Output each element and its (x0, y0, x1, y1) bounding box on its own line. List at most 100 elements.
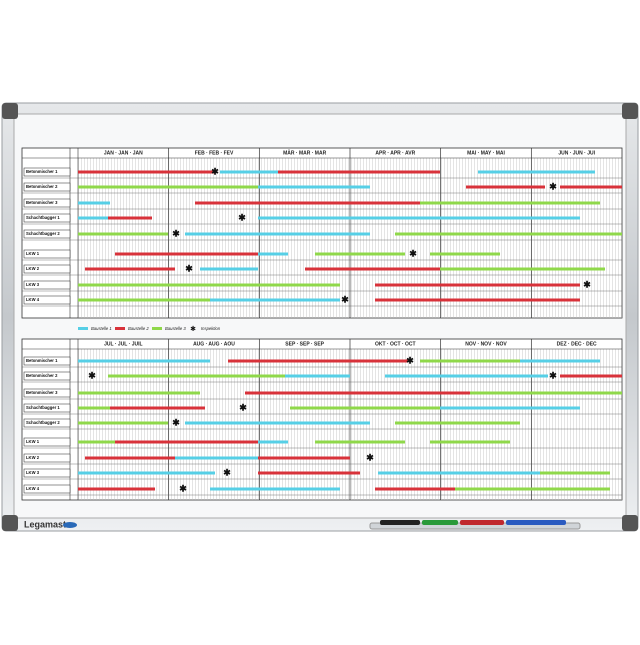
magnet-strip (85, 456, 175, 460)
magnet-strip (395, 421, 520, 425)
legend-label: Baustelle 3 (165, 326, 186, 331)
row-label-strip (23, 280, 71, 290)
magnet-strip (440, 267, 605, 271)
magnet-strip (378, 471, 540, 475)
magnet-strip (108, 374, 285, 378)
month-header: FEB · FEB · FEV (195, 150, 234, 156)
corner (622, 515, 638, 531)
corner (622, 103, 638, 119)
month-header: OKT · OCT · OCT (375, 341, 416, 347)
month-header: MAI · MAY · MAI (467, 150, 505, 156)
magnet-strip (285, 374, 350, 378)
marker (460, 520, 504, 525)
row-label: LKW 4 (26, 486, 40, 491)
magnet-strip (375, 283, 580, 287)
magnet-strip (210, 487, 340, 491)
magnet-strip (185, 232, 370, 236)
row-label-strip (23, 468, 71, 478)
row-label-strip (23, 388, 71, 398)
magnet-strip (78, 440, 115, 444)
row-label-strip (23, 371, 71, 381)
row-label: LKW 1 (26, 251, 40, 256)
row-label-strip (23, 418, 71, 428)
magnet-strip (78, 471, 215, 475)
magnet-strip (305, 267, 440, 271)
magnet-strip (466, 185, 545, 189)
brand-logo (63, 522, 77, 528)
inspection-magnet: ✱ (179, 483, 187, 493)
magnet-strip (78, 298, 210, 302)
marker (422, 520, 458, 525)
inspection-magnet: ✱ (366, 452, 374, 462)
row-label: Schachtbagger 2 (26, 420, 60, 425)
row-label: LKW 3 (26, 470, 40, 475)
magnet-strip (78, 487, 155, 491)
magnet-strip (290, 406, 440, 410)
row-label: Schachtbagger 1 (26, 405, 60, 410)
row-label: LKW 1 (26, 439, 40, 444)
row-label-strip (23, 167, 71, 177)
magnet-strip (420, 201, 600, 205)
legend-swatch (152, 327, 162, 330)
row-label-strip (23, 249, 71, 259)
month-header: APR · APR · AVR (375, 150, 415, 156)
inspection-magnet: ✱ (549, 181, 557, 191)
brand: Legamaster (24, 519, 75, 529)
magnet-strip (385, 374, 548, 378)
row-label: Betonmischer 2 (26, 373, 58, 378)
month-header: JUN · JUN · JUI (558, 150, 595, 156)
legend-label: Baustelle 1 (91, 326, 112, 331)
inspection-magnet: ✱ (239, 402, 247, 412)
magnet-strip (110, 406, 205, 410)
magnet-strip (395, 232, 622, 236)
magnet-strip (78, 170, 215, 174)
magnet-strip (560, 374, 622, 378)
magnet-strip (78, 391, 200, 395)
inspection-magnet: ✱ (211, 166, 219, 176)
magnet-strip (258, 216, 580, 220)
inspection-magnet: ✱ (88, 370, 96, 380)
row-label-strip (23, 182, 71, 192)
magnet-strip (420, 359, 520, 363)
legend-swatch: ✱ (190, 325, 196, 333)
magnet-strip (115, 252, 258, 256)
magnet-strip (108, 216, 152, 220)
magnet-strip (258, 456, 350, 460)
legend-label: Baustelle 2 (128, 326, 149, 331)
magnet-strip (520, 359, 600, 363)
row-label: LKW 3 (26, 282, 40, 287)
month-header: MÄR · MAR · MAR (283, 149, 326, 156)
row-label: LKW 4 (26, 297, 40, 302)
month-header: SEP · SEP · SEP (285, 341, 324, 347)
inspection-magnet: ✱ (238, 212, 246, 222)
month-header: JUL · JUL · JUIL (104, 341, 142, 347)
magnet-strip (85, 267, 175, 271)
magnet-strip (78, 283, 340, 287)
magnet-strip (375, 298, 580, 302)
month-header: DEZ · DEC · DEC (557, 341, 597, 347)
magnet-strip (185, 421, 370, 425)
magnet-strip (245, 391, 470, 395)
magnet-strip (220, 170, 278, 174)
magnet-strip (315, 252, 405, 256)
row-label: Betonmischer 1 (26, 358, 58, 363)
magnet-strip (78, 421, 168, 425)
row-label-strip (23, 484, 71, 494)
row-label: Betonmischer 3 (26, 200, 58, 205)
row-label-strip (23, 453, 71, 463)
magnet-strip (195, 201, 420, 205)
magnet-strip (375, 487, 455, 491)
legend-swatch (78, 327, 88, 330)
row-label-strip (23, 229, 71, 239)
magnet-strip (115, 440, 258, 444)
magnet-strip (175, 456, 258, 460)
row-label-strip (23, 295, 71, 305)
magnet-strip (228, 359, 408, 363)
row-label: Betonmischer 3 (26, 390, 58, 395)
magnet-strip (200, 267, 258, 271)
magnet-strip (78, 359, 210, 363)
magnet-strip (315, 440, 405, 444)
inspection-magnet: ✱ (549, 370, 557, 380)
corner (2, 515, 18, 531)
magnet-strip (78, 232, 168, 236)
